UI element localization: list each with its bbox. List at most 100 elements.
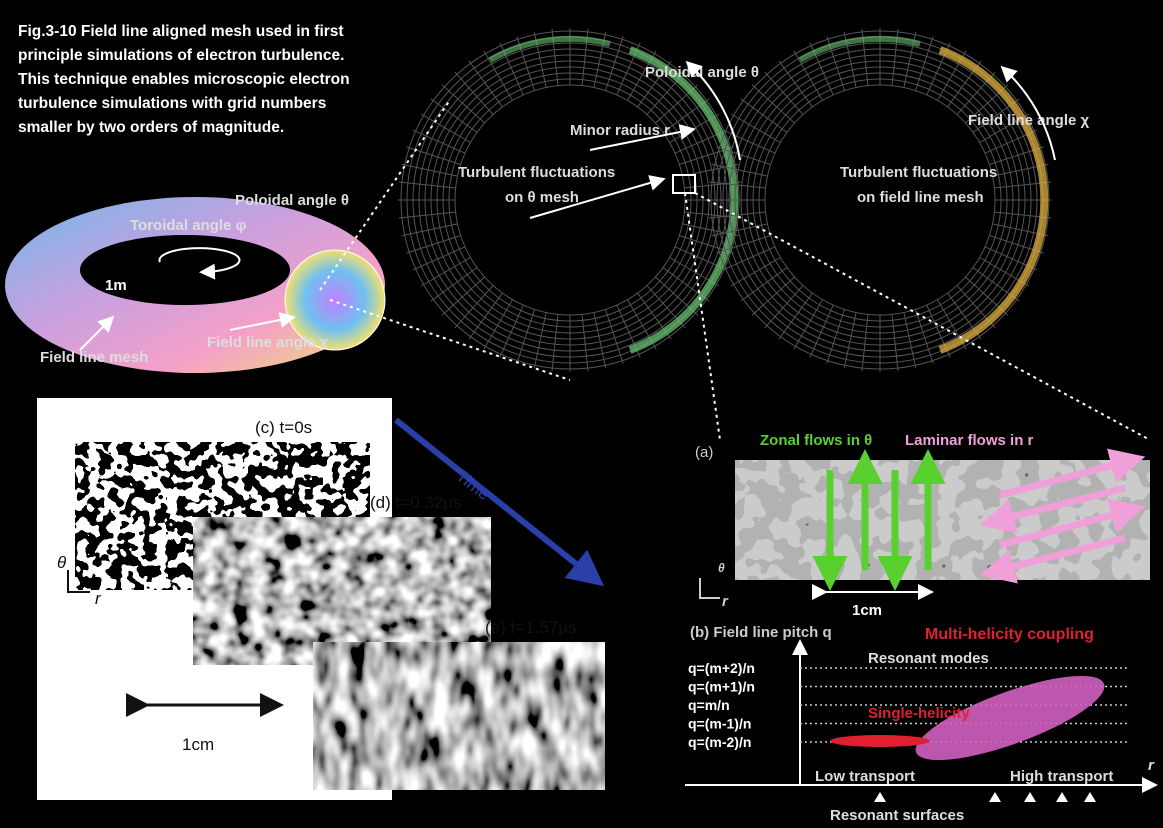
pointer: [229, 312, 296, 331]
pointer: [79, 315, 115, 351]
mesh-spoke: [401, 163, 458, 177]
fluctuation-band: [798, 35, 921, 63]
toroidal-arrow: [158, 247, 241, 280]
mesh-spoke: [441, 84, 485, 124]
arrow: [999, 498, 1146, 549]
zoom-line: [684, 192, 721, 441]
mesh-spoke: [751, 276, 795, 316]
panel-title: (b) Field line pitch q: [690, 624, 832, 641]
label: on θ mesh: [505, 189, 579, 206]
q-label: q=(m+1)/n: [688, 679, 755, 695]
mesh-spoke: [740, 98, 788, 133]
mesh-spoke: [793, 299, 823, 350]
mesh-spoke: [516, 309, 535, 364]
mesh-spoke: [398, 181, 456, 189]
mesh-spoke: [605, 36, 624, 91]
mesh-spoke: [708, 181, 766, 189]
torus: [5, 99, 571, 381]
caption-line: Fig.3-10 Field line aligned mesh used in…: [18, 23, 344, 40]
label: Toroidal angle φ: [130, 217, 247, 234]
mesh-spoke: [722, 129, 776, 154]
panel-tag: (a): [695, 444, 713, 461]
marker: [989, 792, 1001, 802]
axis-label: r: [1148, 757, 1155, 774]
zonal-arrows: [812, 449, 946, 591]
mesh-spoke: [891, 314, 899, 372]
mesh-spoke: [740, 267, 788, 302]
arrow: [1000, 65, 1056, 161]
caption-line: smaller by two orders of magnitude.: [18, 119, 284, 136]
mesh-spoke: [793, 50, 823, 101]
marker: [1024, 792, 1036, 802]
surface-markers: [874, 792, 1096, 802]
mesh-spoke: [915, 36, 934, 91]
mesh-spoke: [826, 309, 845, 364]
caption-line: turbulence simulations with grid numbers: [18, 95, 326, 112]
mesh-spoke: [551, 314, 559, 372]
mesh-spoke: [430, 267, 478, 302]
marker: [874, 792, 886, 802]
mesh-spoke: [809, 304, 834, 358]
marker: [1056, 792, 1068, 802]
time-label: (d) t=0.32μs: [370, 493, 462, 512]
axis-label: r: [722, 593, 729, 610]
mesh-spoke: [605, 309, 624, 364]
time-arrow: [394, 417, 605, 587]
mesh-spoke: [468, 292, 503, 340]
mesh-spoke: [454, 285, 494, 329]
mesh-spoke: [778, 60, 813, 108]
mesh-spoke: [454, 71, 494, 115]
label: Zonal flows in θ: [760, 432, 872, 449]
label: 1m: [105, 277, 127, 294]
arrow: [529, 175, 666, 219]
axis-label: r: [95, 589, 102, 608]
mesh-spoke: [412, 129, 466, 154]
mesh-spoke: [711, 163, 768, 177]
mesh-spoke: [441, 276, 485, 316]
mesh-spoke: [722, 246, 776, 271]
label: on field line mesh: [857, 189, 984, 206]
marker: [1084, 792, 1096, 802]
zoom-box: [672, 174, 696, 194]
label: Resonant surfaces: [830, 807, 964, 824]
scale-label: 1cm: [852, 602, 882, 619]
label: Turbulent fluctuations: [458, 164, 615, 181]
zoom-line: [329, 299, 571, 381]
mesh-spoke: [711, 223, 768, 237]
label: Field line mesh: [40, 349, 148, 366]
caption-line: This technique enables microscopic elect…: [18, 71, 350, 88]
mesh-spoke: [716, 235, 771, 254]
axis-icon: [67, 570, 90, 593]
arrow: [979, 484, 1126, 534]
torus-hole: [80, 235, 290, 305]
mesh-spoke: [483, 50, 513, 101]
mesh-spoke: [593, 312, 607, 369]
time-label: (e) t=1.57μs: [485, 618, 577, 637]
arrow: [685, 60, 741, 161]
q-label: q=(m-1)/n: [688, 716, 751, 732]
mesh-spoke: [764, 285, 804, 329]
label: Field line angle χ: [207, 334, 329, 351]
single-helicity-mode: [830, 735, 930, 747]
mesh-spoke: [401, 223, 458, 237]
arrow: [589, 124, 696, 151]
arrow: [999, 448, 1146, 499]
label: Single-helicity: [868, 705, 970, 722]
mesh-spoke: [843, 312, 857, 369]
mesh-spoke: [420, 257, 471, 287]
turbulence-image: [193, 517, 491, 665]
fluctuation-band: [488, 35, 611, 63]
q-label: q=(m+2)/n: [688, 660, 755, 676]
mesh-spoke: [420, 113, 471, 143]
mesh-spoke: [398, 211, 456, 219]
label: Laminar flows in r: [905, 432, 1034, 449]
arrow: [979, 534, 1126, 584]
mesh-spoke: [778, 292, 813, 340]
mesh-spoke: [764, 71, 804, 115]
mesh-spoke: [730, 257, 781, 287]
mesh-spoke: [751, 84, 795, 124]
scale-label: 1cm: [182, 735, 214, 754]
label: Multi-helicity coupling: [925, 626, 1094, 643]
mesh-spoke: [499, 304, 524, 358]
